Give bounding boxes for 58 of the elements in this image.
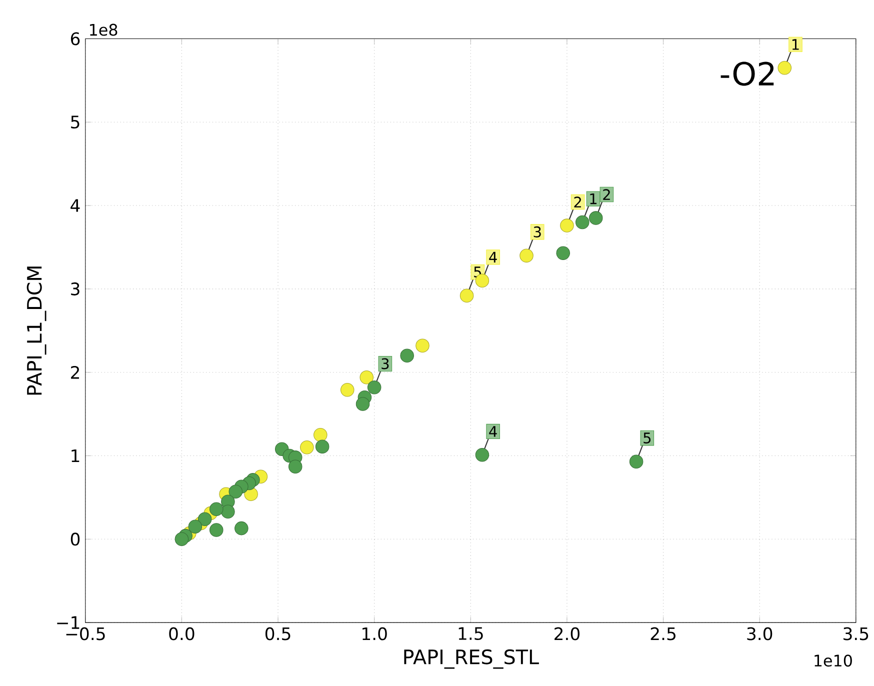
point (234, 521, 248, 536)
annotation: 1 (792, 39, 799, 50)
point (416, 338, 430, 352)
point (629, 454, 644, 468)
x-tick-label: 2.5 (650, 627, 676, 640)
y-tick-label: 3 (71, 282, 80, 296)
y-tick-label: −1 (57, 616, 80, 629)
x-axis-title: PAPI_RES_STL (404, 649, 539, 669)
y-tick-label: 1 (72, 449, 80, 462)
annotation: 5 (644, 432, 651, 444)
x-tick-label: 1.0 (362, 627, 387, 640)
point (575, 215, 590, 230)
point (198, 512, 212, 526)
y-tick-label: 5 (71, 116, 80, 128)
x-tick-label: 3.0 (747, 627, 772, 640)
annotation: 3 (534, 226, 541, 238)
y-axis-title: PAPI_L1_DCM (26, 266, 46, 395)
point (314, 428, 328, 442)
point (188, 520, 202, 534)
point (174, 532, 189, 546)
point (475, 448, 490, 462)
point (288, 460, 302, 474)
annotation: 2 (574, 196, 581, 208)
annotation: -O2 (720, 62, 774, 86)
point (209, 502, 224, 516)
x-tick-label: 1.5 (458, 627, 483, 640)
point (400, 348, 414, 362)
point (315, 440, 330, 454)
point (778, 60, 792, 75)
point (460, 288, 474, 302)
y-tick-label: 2 (71, 366, 79, 379)
annotation: 1 (590, 193, 597, 204)
text: 1e10 (814, 654, 852, 667)
point (228, 484, 243, 498)
point (340, 382, 354, 397)
point (221, 504, 235, 518)
point (367, 380, 382, 394)
annotation: 2 (603, 189, 610, 200)
point (209, 523, 224, 537)
y-tick-label: 0 (70, 532, 80, 546)
text: 1e8 (90, 24, 118, 36)
annotation: 4 (489, 426, 497, 437)
point (556, 246, 570, 260)
y-tick-label: 4 (70, 199, 80, 212)
point (560, 218, 574, 232)
point (360, 370, 374, 384)
point (588, 211, 603, 225)
x-tick-label: 0.5 (265, 627, 290, 640)
point (520, 248, 534, 262)
annotation: 4 (489, 252, 497, 262)
annotation: 3 (382, 358, 389, 370)
x-tick-label: 2.0 (554, 627, 580, 640)
point (356, 397, 370, 411)
x-tick-label: 0.0 (169, 627, 194, 640)
x-tick-label: −0.5 (66, 627, 105, 640)
y-tick-label: 6 (70, 32, 80, 46)
x-tick-label: 3.5 (844, 627, 868, 640)
point (300, 440, 314, 454)
